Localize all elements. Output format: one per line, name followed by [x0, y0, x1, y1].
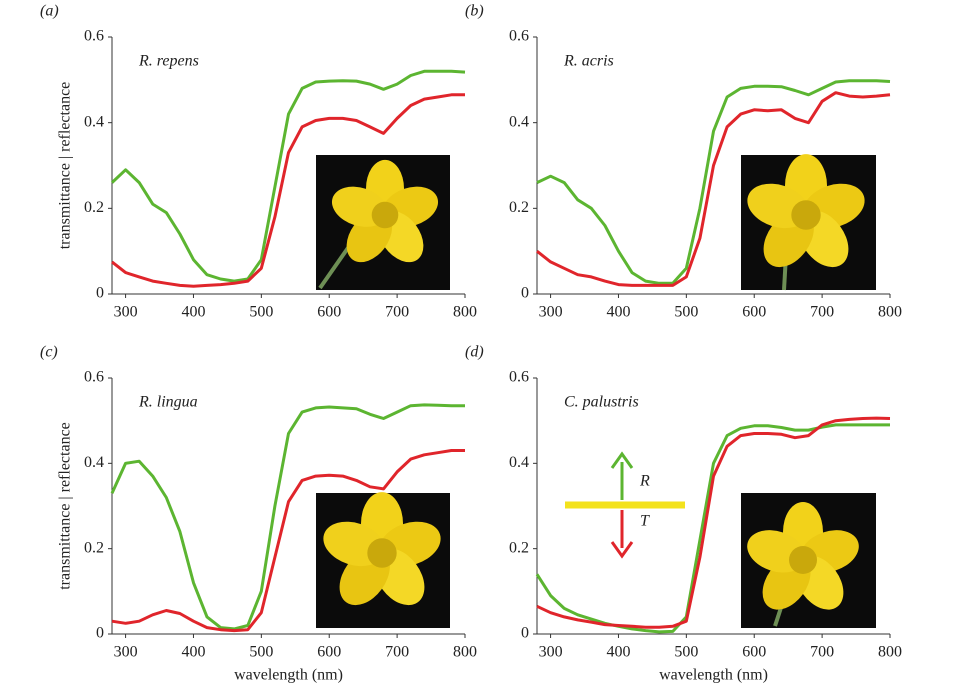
x-tick-label: 600 — [742, 304, 766, 321]
x-tick-label: 400 — [181, 304, 205, 321]
x-tick-label: 500 — [249, 644, 273, 661]
series-line — [535, 423, 890, 634]
panel-label: (b) — [465, 3, 484, 20]
y-tick-label: 0.4 — [509, 113, 529, 130]
y-tick-label: 0.4 — [84, 454, 104, 471]
x-tick-label: 800 — [453, 304, 477, 321]
panel-label: (a) — [40, 3, 59, 20]
x-tick-label: 600 — [742, 644, 766, 661]
x-axis-label: wavelength (nm) — [659, 667, 768, 684]
x-tick-label: 500 — [674, 644, 698, 661]
y-tick-label: 0.2 — [84, 199, 104, 216]
photo — [741, 154, 876, 291]
series-line — [110, 403, 465, 631]
x-tick-label: 500 — [674, 304, 698, 321]
panel-label: (d) — [465, 344, 484, 361]
x-tick-label: 600 — [317, 644, 341, 661]
y-tick-label: 0.6 — [509, 28, 529, 45]
series-line — [536, 91, 891, 287]
y-tick-label: 0 — [521, 285, 529, 302]
y-tick-label: 0.6 — [84, 369, 104, 386]
x-tick-label: 400 — [181, 644, 205, 661]
x-tick-label: 800 — [878, 644, 902, 661]
y-tick-label: 0.2 — [84, 539, 104, 556]
x-tick-label: 300 — [114, 304, 138, 321]
photo — [741, 493, 876, 628]
series-line — [111, 449, 465, 633]
x-tick-label: 800 — [878, 304, 902, 321]
x-tick-label: 500 — [249, 304, 273, 321]
x-tick-label: 600 — [317, 304, 341, 321]
x-tick-label: 700 — [385, 304, 409, 321]
species-title: C. palustris — [564, 394, 639, 411]
series-line — [110, 69, 466, 283]
series-label: R — [639, 473, 650, 490]
y-tick-label: 0 — [521, 625, 529, 642]
y-tick-label: 0.4 — [509, 454, 529, 471]
y-axis-label: transmittance | reflectance — [57, 422, 74, 590]
series-line — [536, 416, 891, 629]
series-line — [536, 79, 891, 285]
photo — [316, 155, 450, 290]
series-label: T — [640, 513, 650, 530]
x-axis-label: wavelength (nm) — [234, 667, 343, 684]
species-title: R. acris — [563, 53, 614, 70]
species-title: R. repens — [138, 53, 199, 70]
y-tick-label: 0 — [96, 285, 104, 302]
y-tick-label: 0 — [96, 625, 104, 642]
x-tick-label: 400 — [606, 644, 630, 661]
x-tick-label: 700 — [810, 644, 834, 661]
photo — [316, 492, 450, 628]
y-tick-label: 0.6 — [84, 28, 104, 45]
y-tick-label: 0.2 — [509, 199, 529, 216]
species-title: R. lingua — [138, 394, 198, 411]
x-tick-label: 400 — [606, 304, 630, 321]
series-line — [111, 93, 465, 288]
rt-diagram — [565, 451, 685, 559]
y-tick-label: 0.6 — [509, 369, 529, 386]
y-tick-label: 0.4 — [84, 113, 104, 130]
x-tick-label: 300 — [539, 644, 563, 661]
y-tick-label: 0.2 — [509, 539, 529, 556]
panel-label: (c) — [40, 344, 58, 361]
y-axis-label: transmittance | reflectance — [57, 82, 74, 250]
x-tick-label: 700 — [810, 304, 834, 321]
x-tick-label: 300 — [114, 644, 138, 661]
x-tick-label: 300 — [539, 304, 563, 321]
x-tick-label: 700 — [385, 644, 409, 661]
x-tick-label: 800 — [453, 644, 477, 661]
